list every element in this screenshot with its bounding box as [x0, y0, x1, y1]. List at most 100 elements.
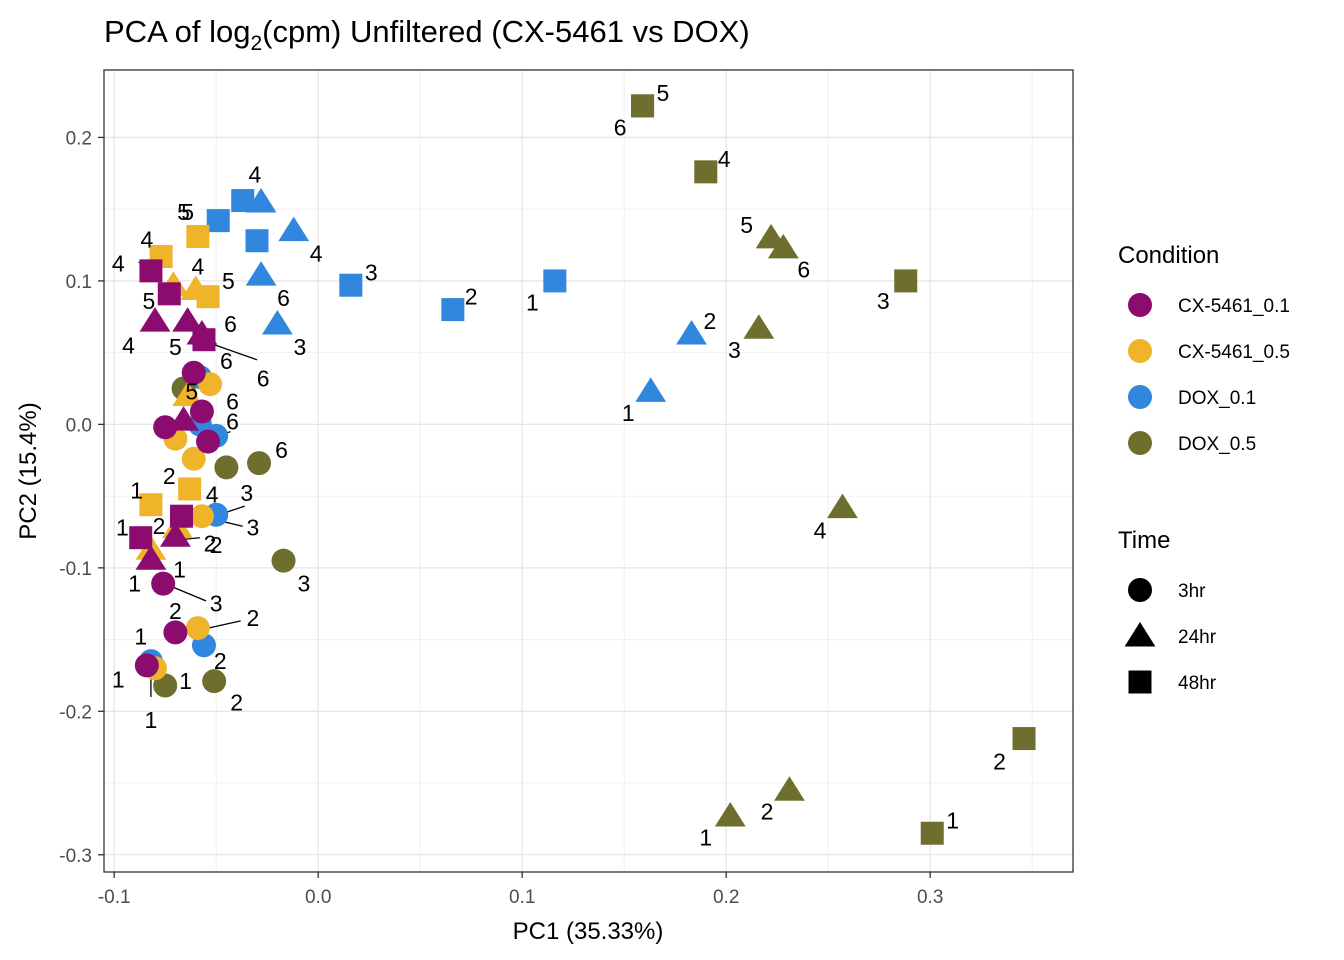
point-label: 1: [116, 515, 129, 541]
legend-time-label: 48hr: [1178, 673, 1217, 694]
data-point: [157, 282, 181, 306]
point-label: 3: [365, 259, 378, 285]
data-point: [231, 189, 255, 213]
data-point: [170, 504, 194, 528]
legend-time-key: [1128, 578, 1152, 602]
point-label: 1: [130, 477, 143, 503]
point-label: 5: [222, 268, 235, 294]
data-point: [920, 821, 944, 845]
legend-condition: CX-5461_0.1 CX-5461_0.5 DOX_0.1 DOX_0.5: [1128, 293, 1290, 455]
legend-condition-title: Condition: [1118, 242, 1219, 269]
data-point: [774, 776, 805, 801]
point-label: 2: [993, 749, 1006, 775]
data-point: [245, 229, 269, 253]
data-point: [245, 261, 277, 286]
data-point: [894, 269, 918, 293]
legend-time-key: [1128, 670, 1152, 694]
data-point: [134, 653, 159, 678]
x-tick-label: 0.1: [509, 887, 535, 908]
data-point: [635, 377, 667, 402]
point-label: 2: [210, 532, 223, 558]
data-point: [202, 669, 227, 694]
point-label: 6: [224, 311, 237, 337]
data-point: [196, 285, 220, 309]
point-label: 6: [797, 256, 810, 282]
point-label: 5: [181, 199, 194, 225]
legend-time-label: 24hr: [1178, 627, 1217, 648]
data-point: [827, 493, 858, 519]
data-point: [271, 548, 296, 573]
point-label: 2: [163, 463, 176, 489]
data-point: [151, 571, 176, 596]
legend-condition-label: DOX_0.5: [1178, 434, 1256, 455]
point-label: 2: [169, 598, 182, 624]
point-label: 6: [614, 114, 627, 140]
point-label: 1: [946, 807, 959, 833]
point-label: 6: [220, 348, 233, 374]
y-axis-title: PC2 (15.4%): [15, 402, 42, 539]
point-label: 3: [298, 571, 311, 597]
data-point: [172, 307, 204, 332]
point-label: 3: [240, 480, 253, 506]
point-label: 6: [226, 388, 239, 414]
x-tick-label: 0.0: [305, 887, 331, 908]
point-label: 4: [140, 226, 153, 252]
point-label: 6: [277, 285, 290, 311]
y-tick-label: -0.3: [59, 846, 92, 867]
data-point: [189, 504, 214, 529]
data-point: [139, 259, 163, 283]
point-label: 2: [703, 308, 716, 334]
point-label: 4: [206, 482, 219, 508]
data-point: [543, 269, 567, 293]
data-point: [743, 314, 775, 339]
point-label: 3: [293, 334, 306, 360]
legend-condition-key: [1128, 339, 1152, 363]
title-rest: (cpm) Unfiltered (CX-5461 vs DOX): [262, 14, 750, 49]
data-point: [278, 216, 310, 242]
x-axis-title: PC1 (35.33%): [513, 918, 664, 945]
point-label: 2: [230, 690, 243, 716]
data-point: [153, 415, 178, 440]
data-point: [247, 451, 272, 476]
legend-condition-label: CX-5461_0.1: [1178, 296, 1290, 317]
y-tick-label: 0.0: [66, 415, 92, 436]
point-label: 1: [699, 825, 712, 851]
point-label: 1: [526, 289, 539, 315]
point-label: 1: [134, 624, 147, 650]
data-points: [129, 94, 1036, 845]
title-subscript: 2: [250, 32, 262, 55]
label-leader-line: [185, 537, 200, 540]
x-axis-ticks: -0.1 0.0 0.1 0.2 0.3: [98, 872, 943, 908]
point-label: 1: [128, 571, 141, 597]
data-point: [181, 360, 206, 385]
point-label: 4: [249, 162, 262, 188]
point-label: 3: [877, 288, 890, 314]
data-point: [262, 309, 293, 335]
x-tick-label: -0.1: [98, 887, 131, 908]
point-label: 5: [177, 199, 190, 225]
data-point: [185, 616, 210, 641]
data-point: [189, 399, 214, 424]
y-tick-label: 0.2: [66, 128, 92, 149]
y-tick-label: -0.1: [59, 559, 92, 580]
point-label: 4: [718, 146, 731, 172]
data-point: [186, 319, 218, 345]
chart-title: PCA of log2(cpm) Unfiltered (CX-5461 vs …: [104, 14, 750, 55]
data-point: [129, 526, 153, 550]
legend-condition-label: CX-5461_0.5: [1178, 342, 1290, 363]
x-tick-label: 0.3: [917, 887, 943, 908]
data-point: [214, 455, 239, 480]
plot-border: [103, 69, 1074, 873]
point-label: 3: [247, 515, 260, 541]
data-point: [172, 381, 204, 407]
data-point: [245, 187, 277, 213]
point-label: 5: [142, 288, 155, 314]
data-point: [1012, 727, 1036, 751]
data-point: [181, 446, 206, 471]
data-point: [168, 406, 199, 431]
label-leader-line: [171, 585, 207, 602]
legend-condition-label: DOX_0.1: [1178, 388, 1256, 409]
point-label: 2: [465, 284, 478, 310]
title-main: PCA of log: [104, 14, 250, 49]
